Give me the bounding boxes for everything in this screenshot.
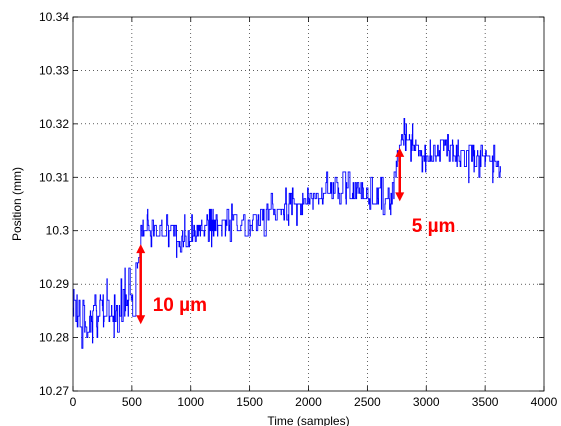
x-tick-label: 2000 — [295, 395, 322, 409]
y-tick-label: 10.29 — [39, 277, 69, 291]
annotation-arrowhead-down — [136, 315, 146, 325]
x-tick-label: 500 — [122, 395, 142, 409]
y-tick-labels: 10.27 10.28 10.29 10.3 10.31 10.32 10.33 10.34 — [39, 10, 69, 398]
y-axis-title: Position (mm) — [10, 167, 24, 241]
series-layer — [72, 118, 501, 349]
y-tick-label: 10.31 — [39, 170, 69, 184]
annotations: 10 µm 5 µm — [136, 147, 456, 325]
y-tick-label: 10.34 — [39, 10, 69, 24]
x-tick-label: 4000 — [531, 395, 558, 409]
y-tick-label: 10.28 — [39, 331, 69, 345]
x-tick-label: 1000 — [177, 395, 204, 409]
position-series-line — [72, 118, 501, 349]
annotation-label: 5 µm — [412, 216, 456, 237]
x-axis-title: Time (samples) — [267, 414, 349, 426]
annotation-arrowhead-down — [395, 192, 405, 202]
x-tick-label: 3500 — [472, 395, 499, 409]
grid-lines — [73, 17, 544, 391]
x-tick-label: 0 — [70, 395, 77, 409]
y-tick-label: 10.27 — [39, 384, 69, 398]
x-tick-label: 3000 — [413, 395, 440, 409]
y-tick-label: 10.33 — [39, 63, 69, 77]
annotation-arrowhead-up — [136, 244, 146, 254]
annotation-arrowhead-up — [395, 147, 405, 157]
annotation-label: 10 µm — [153, 295, 207, 316]
x-tick-label: 2500 — [354, 395, 381, 409]
x-tick-labels: 0 500 1000 1500 2000 2500 3000 3500 4000 — [70, 395, 558, 409]
y-tick-label: 10.32 — [39, 117, 69, 131]
x-tick-label: 1500 — [236, 395, 263, 409]
y-tick-label: 10.3 — [46, 224, 70, 238]
tick-marks — [72, 16, 545, 392]
